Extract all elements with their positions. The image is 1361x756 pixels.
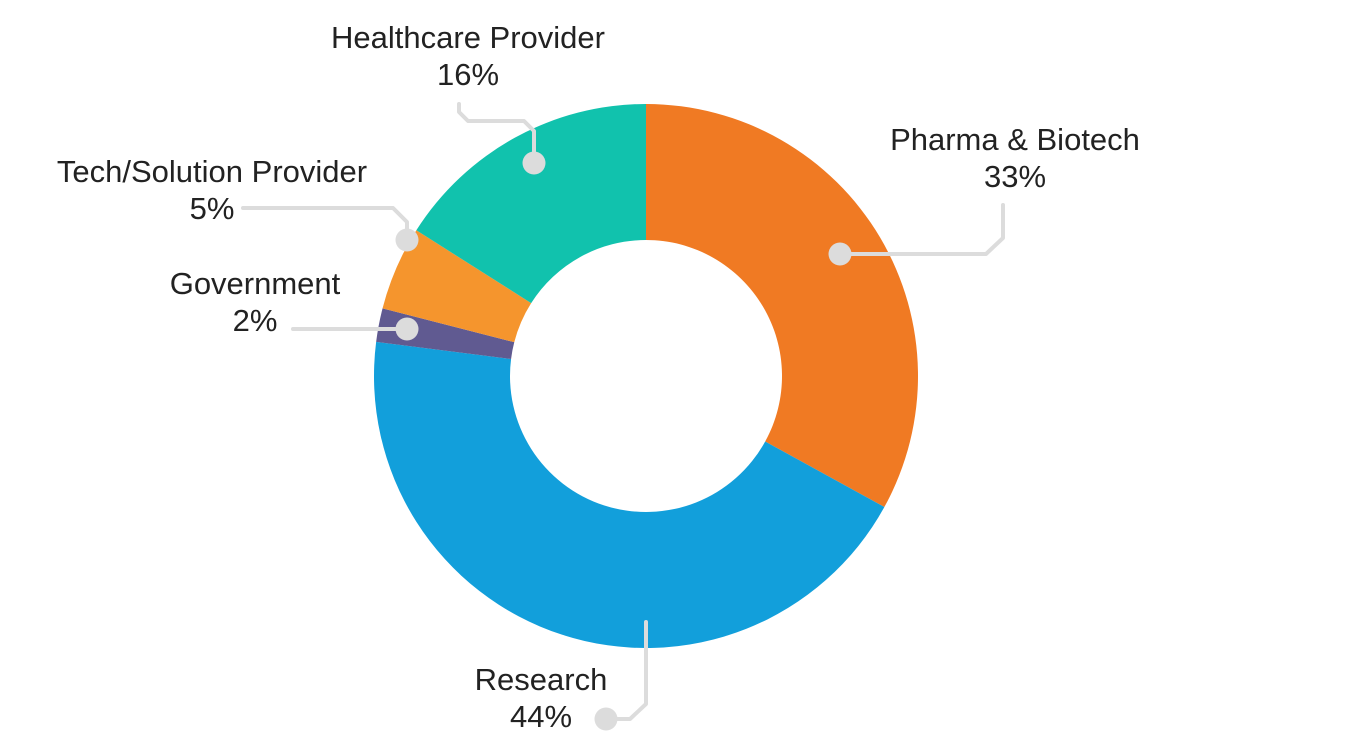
slice-value-label: 44% — [510, 699, 572, 734]
leader-lines — [241, 102, 1005, 731]
leader-line — [241, 206, 409, 242]
slice-healthcare-provider — [416, 104, 646, 304]
leader-dot — [594, 707, 618, 731]
leader-line — [838, 203, 1005, 256]
slice-label: Government — [170, 266, 341, 301]
leader-dot — [395, 317, 419, 341]
slice-value-label: 33% — [984, 159, 1046, 194]
leader-dot — [828, 242, 852, 266]
slice-label: Tech/Solution Provider — [57, 154, 367, 189]
slice-value-label: 16% — [437, 57, 499, 92]
leader-line — [457, 102, 536, 165]
slice-value-label: 5% — [190, 191, 235, 226]
slice-tech-solution-provider — [382, 230, 532, 343]
slice-pharma-biotech — [646, 104, 918, 508]
slice-research — [374, 341, 885, 648]
donut-slices — [374, 104, 918, 648]
leader-line — [604, 620, 648, 721]
leader-dot — [522, 151, 546, 175]
leader-dot — [395, 228, 419, 252]
slice-label: Healthcare Provider — [331, 20, 605, 55]
slice-value-label: 2% — [233, 303, 278, 338]
slice-label: Pharma & Biotech — [890, 122, 1140, 157]
slice-label: Research — [475, 662, 608, 697]
